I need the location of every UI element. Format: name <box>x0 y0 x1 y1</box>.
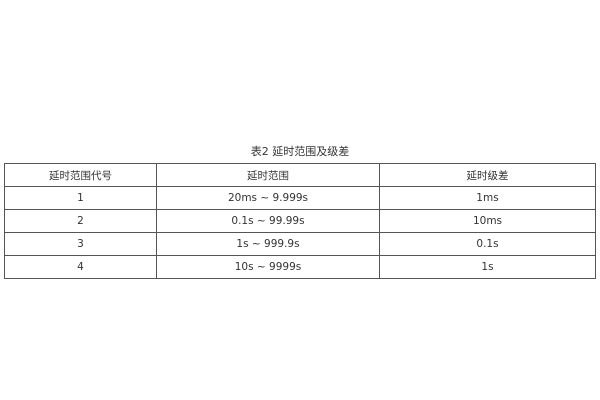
table-row: 4 10s ~ 9999s 1s <box>4 255 596 279</box>
header-code: 延时范围代号 <box>4 163 157 187</box>
cell-code: 4 <box>4 255 157 279</box>
cell-range: 1s ~ 999.9s <box>156 232 380 256</box>
cell-code: 1 <box>4 186 157 210</box>
cell-step: 1ms <box>379 186 596 210</box>
cell-step: 1s <box>379 255 596 279</box>
table-row: 1 20ms ~ 9.999s 1ms <box>4 186 596 210</box>
header-range: 延时范围 <box>156 163 380 187</box>
table-caption: 表2 延时范围及级差 <box>250 145 350 158</box>
table-row: 3 1s ~ 999.9s 0.1s <box>4 232 596 256</box>
table-row: 2 0.1s ~ 99.99s 10ms <box>4 209 596 233</box>
cell-range: 10s ~ 9999s <box>156 255 380 279</box>
header-step: 延时级差 <box>379 163 596 187</box>
cell-code: 2 <box>4 209 157 233</box>
cell-range: 0.1s ~ 99.99s <box>156 209 380 233</box>
cell-code: 3 <box>4 232 157 256</box>
cell-range: 20ms ~ 9.999s <box>156 186 380 210</box>
delay-range-table: 延时范围代号 延时范围 延时级差 1 20ms ~ 9.999s 1ms 2 0… <box>4 163 596 279</box>
table-header-row: 延时范围代号 延时范围 延时级差 <box>4 163 596 187</box>
cell-step: 0.1s <box>379 232 596 256</box>
cell-step: 10ms <box>379 209 596 233</box>
